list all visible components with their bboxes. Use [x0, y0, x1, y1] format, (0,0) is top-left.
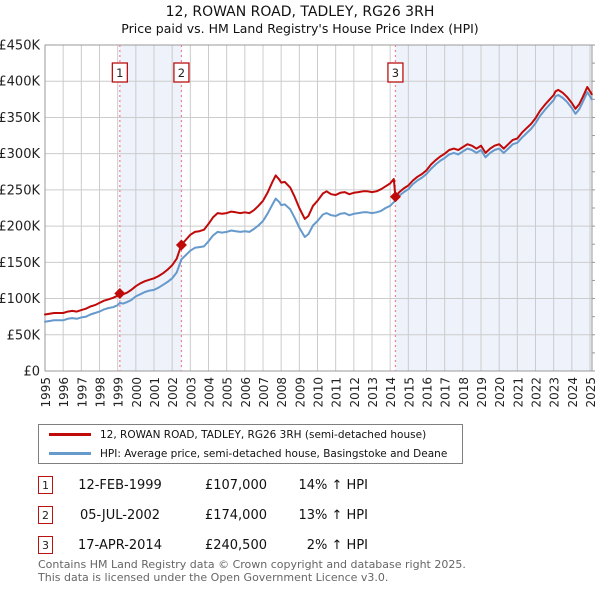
- svg-text:£100K: £100K: [0, 292, 40, 307]
- sale-point-marker: [175, 239, 187, 251]
- sale-number-text: 2: [178, 66, 185, 80]
- legend-label-hpi: HPI: Average price, semi-detached house,…: [100, 447, 448, 460]
- sale-date: 17-APR-2014: [78, 537, 162, 553]
- sale-number-box: [111, 62, 128, 83]
- sale-number-text: 1: [116, 66, 123, 80]
- license-footer: Contains HM Land Registry data © Crown c…: [38, 558, 466, 584]
- sale-point-marker: [389, 191, 401, 203]
- svg-text:1999: 1999: [112, 377, 126, 408]
- svg-text:2011: 2011: [330, 377, 344, 408]
- sale-price: £240,500: [204, 537, 267, 553]
- page-subtitle: Price paid vs. HM Land Registry's House …: [121, 21, 479, 36]
- svg-text:2021: 2021: [511, 377, 525, 408]
- sale-vs-hpi: 2% ↑ HPI: [306, 537, 368, 553]
- svg-text:2025: 2025: [584, 377, 598, 408]
- sale-price: £174,000: [204, 507, 267, 523]
- sale-point-marker: [114, 287, 126, 299]
- svg-text:£350K: £350K: [0, 111, 40, 126]
- svg-text:£150K: £150K: [0, 256, 40, 271]
- footer-line-1: Contains HM Land Registry data © Crown c…: [38, 558, 466, 571]
- svg-text:2023: 2023: [548, 377, 562, 408]
- svg-text:£250K: £250K: [0, 183, 40, 198]
- legend-swatch-hpi-line: [49, 452, 91, 455]
- x-axis-labels: 1995 1996 1997 1998 1999 2000 2001 2002 2003 2004…: [39, 377, 598, 408]
- svg-text:£50K: £50K: [7, 328, 41, 343]
- svg-text:2000: 2000: [130, 377, 144, 408]
- svg-text:2022: 2022: [530, 377, 544, 408]
- table-row: 3 17-APR-2014 £240,500 2% ↑ HPI: [38, 530, 373, 560]
- svg-text:2020: 2020: [493, 377, 507, 408]
- sale-number-badge: 1: [38, 476, 53, 494]
- svg-text:2009: 2009: [293, 377, 307, 408]
- svg-text:2003: 2003: [184, 377, 198, 408]
- sale-number-badge: 2: [38, 506, 53, 524]
- sale-vs-hpi: 14% ↑ HPI: [298, 477, 368, 493]
- price-paid-line: [44, 86, 593, 316]
- page-title: 12, ROWAN ROAD, TADLEY, RG26 3RH: [165, 4, 435, 20]
- legend-item-hpi: HPI: Average price, semi-detached house,…: [39, 444, 462, 463]
- chart-titles: 12, ROWAN ROAD, TADLEY, RG26 3RH Price p…: [0, 3, 600, 37]
- y-axis-labels: £0 £50K £100K £150K £200K £250K £300K £350K £400…: [0, 39, 40, 380]
- svg-text:£400K: £400K: [0, 75, 40, 90]
- svg-text:£200K: £200K: [0, 220, 40, 235]
- svg-text:2015: 2015: [402, 377, 416, 408]
- sale-date: 05-JUL-2002: [79, 507, 161, 523]
- svg-text:2012: 2012: [348, 377, 362, 408]
- sale-vs-hpi: 13% ↑ HPI: [298, 507, 368, 523]
- svg-text:2024: 2024: [566, 377, 580, 408]
- svg-text:2013: 2013: [366, 377, 380, 408]
- svg-text:2018: 2018: [457, 377, 471, 408]
- sale-number-text: 3: [392, 66, 399, 80]
- chart-legend: 12, ROWAN ROAD, TADLEY, RG26 3RH (semi-d…: [38, 424, 463, 464]
- svg-text:2017: 2017: [439, 377, 453, 408]
- sale-number-badge: 3: [38, 536, 53, 554]
- svg-text:2002: 2002: [166, 377, 180, 408]
- svg-text:2007: 2007: [257, 377, 271, 408]
- legend-item-property: 12, ROWAN ROAD, TADLEY, RG26 3RH (semi-d…: [39, 425, 462, 444]
- table-row: 2 05-JUL-2002 £174,000 13% ↑ HPI: [38, 500, 373, 530]
- svg-text:2006: 2006: [239, 377, 253, 408]
- sales-table: 1 12-FEB-1999 £107,000 14% ↑ HPI 2 05-JU…: [38, 470, 373, 560]
- svg-text:£0: £0: [23, 365, 40, 380]
- gridlines: [44, 45, 592, 371]
- svg-text:1998: 1998: [94, 377, 108, 408]
- shaded-period: [395, 45, 592, 371]
- right-axis-ticks: [592, 44, 595, 372]
- svg-text:2014: 2014: [384, 377, 398, 408]
- table-row: 1 12-FEB-1999 £107,000 14% ↑ HPI: [38, 470, 373, 500]
- hpi-line: [44, 91, 593, 323]
- svg-text:1997: 1997: [75, 377, 89, 408]
- svg-text:2010: 2010: [312, 377, 326, 408]
- sale-date: 12-FEB-1999: [78, 477, 162, 493]
- svg-text:2004: 2004: [203, 377, 217, 408]
- svg-text:2016: 2016: [421, 377, 435, 408]
- footer-line-2: This data is licensed under the Open Gov…: [38, 570, 389, 584]
- svg-text:£450K: £450K: [0, 39, 40, 54]
- legend-swatch-property-line: [49, 433, 91, 436]
- svg-text:2001: 2001: [148, 377, 162, 408]
- sale-price: £107,000: [204, 477, 267, 493]
- svg-text:1996: 1996: [57, 377, 71, 408]
- sale-number-box: [173, 62, 190, 83]
- legend-label-property: 12, ROWAN ROAD, TADLEY, RG26 3RH (semi-d…: [100, 428, 427, 441]
- svg-text:2008: 2008: [275, 377, 289, 408]
- svg-text:1995: 1995: [39, 377, 53, 408]
- svg-text:£300K: £300K: [0, 147, 40, 162]
- price-history-chart: 1 2 3£0£50K£100K£150K£200K£250K£300K£350K£…: [0, 39, 598, 408]
- sale-number-box: [387, 62, 404, 83]
- svg-text:2019: 2019: [475, 377, 489, 408]
- svg-text:2005: 2005: [221, 377, 235, 408]
- shaded-period: [119, 45, 182, 371]
